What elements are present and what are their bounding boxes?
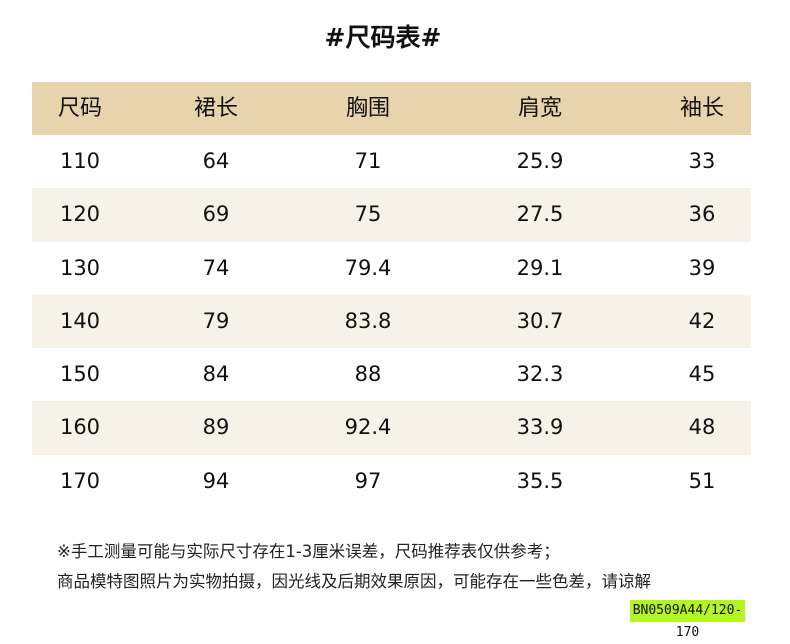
table-row: 150 84 88 32.3 45 xyxy=(32,348,751,401)
cell-size: 140 xyxy=(59,308,101,333)
table-row: 140 79 83.8 30.7 42 xyxy=(32,294,751,349)
note-color: 商品模特图照片为实物拍摄，因光线及后期效果原因，可能存在一些色差，请谅解 xyxy=(57,572,651,591)
table-row: 160 89 92.4 33.9 48 xyxy=(32,401,751,455)
cell-length: 64 xyxy=(202,149,230,173)
cell-sleeve: 42 xyxy=(688,308,716,333)
header-chest: 胸围 xyxy=(345,96,390,121)
header-length: 裙长 xyxy=(193,96,238,121)
cell-sleeve: 39 xyxy=(688,255,716,280)
table-row: 130 74 79.4 29.1 39 xyxy=(32,242,751,295)
cell-sleeve: 33 xyxy=(688,149,716,173)
cell-length: 94 xyxy=(202,468,230,493)
cell-chest: 97 xyxy=(354,468,382,493)
cell-length: 79 xyxy=(202,308,230,333)
header-shoulder: 肩宽 xyxy=(517,96,562,121)
table-row: 110 64 71 25.9 33 xyxy=(32,135,751,188)
cell-chest: 71 xyxy=(354,149,382,173)
cell-shoulder: 35.5 xyxy=(516,468,564,493)
cell-size: 160 xyxy=(59,415,101,440)
table-row: 170 94 97 35.5 51 xyxy=(32,455,751,508)
cell-sleeve: 45 xyxy=(688,362,716,387)
cell-chest: 79.4 xyxy=(344,255,392,280)
cell-chest: 88 xyxy=(354,362,382,387)
table-header: 尺码 裙长 胸围 肩宽 袖长 xyxy=(32,82,751,135)
cell-sleeve: 51 xyxy=(688,468,716,493)
header-sleeve: 袖长 xyxy=(679,96,724,121)
cell-shoulder: 32.3 xyxy=(516,362,564,387)
cell-size: 130 xyxy=(59,255,101,280)
header-size: 尺码 xyxy=(57,96,102,121)
cell-sleeve: 36 xyxy=(688,202,716,227)
cell-chest: 83.8 xyxy=(344,308,392,333)
cell-length: 89 xyxy=(202,415,230,440)
cell-size: 110 xyxy=(59,149,101,173)
cell-length: 69 xyxy=(202,202,230,227)
cell-size: 150 xyxy=(59,362,101,387)
cell-shoulder: 25.9 xyxy=(516,149,564,173)
cell-length: 84 xyxy=(202,362,230,387)
cell-shoulder: 33.9 xyxy=(516,415,564,440)
cell-size: 120 xyxy=(59,202,101,227)
cell-chest: 75 xyxy=(354,202,382,227)
size-table: 尺码 裙长 胸围 肩宽 袖长 110 64 71 25.9 33 120 69 75 27.5 3… xyxy=(32,82,751,508)
cell-size: 170 xyxy=(59,468,101,493)
cell-shoulder: 27.5 xyxy=(516,202,564,227)
page-title: #尺码表# xyxy=(324,23,442,52)
cell-chest: 92.4 xyxy=(344,415,392,440)
product-code-label: BN0509A44/120-170 xyxy=(630,600,745,640)
cell-sleeve: 48 xyxy=(688,415,716,440)
note-measurement: ※手工测量可能与实际尺寸存在1-3厘米误差，尺码推荐表仅供参考； xyxy=(57,542,560,561)
table-row: 120 69 75 27.5 36 xyxy=(32,188,751,242)
cell-length: 74 xyxy=(202,255,230,280)
cell-shoulder: 29.1 xyxy=(516,255,564,280)
cell-shoulder: 30.7 xyxy=(516,308,564,333)
